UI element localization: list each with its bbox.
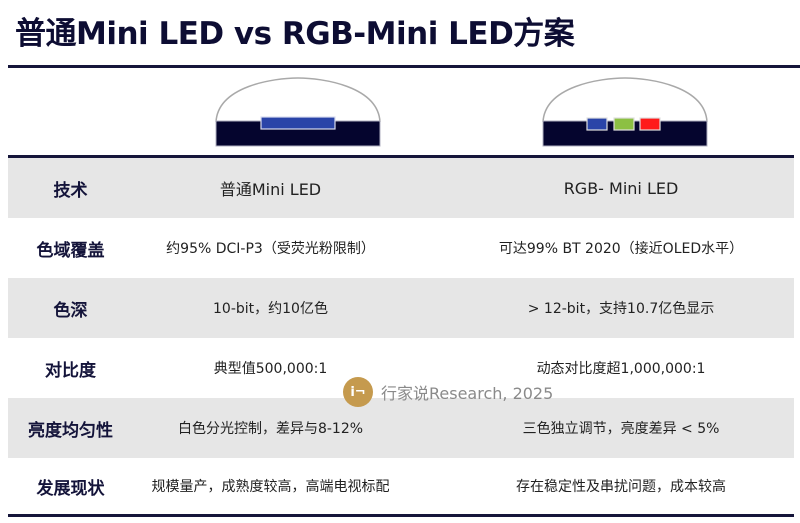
red-led-chip-icon	[639, 117, 661, 131]
standard-mini-led-diagram	[214, 76, 382, 148]
watermark-text: 行家说Research, 2025	[381, 384, 554, 403]
row-col-a: 典型值500,000:1	[213, 361, 328, 377]
blue-led-chip-icon	[586, 117, 608, 131]
watermark: i¬ 行家说Research, 2025	[343, 377, 553, 407]
header-label: 技术	[53, 180, 88, 201]
table-row: 发展现状 规模量产，成熟度较高，高端电视标配 存在稳定性及串扰问题，成本较高	[8, 458, 794, 514]
table-row: 对比度 典型值500,000:1 动态对比度超1,000,000:1	[8, 338, 794, 398]
row-label: 对比度	[45, 360, 96, 381]
row-col-b: 存在稳定性及串扰问题，成本较高	[516, 479, 726, 495]
blue-led-chip-icon	[260, 116, 336, 130]
table-bottom-border	[8, 514, 794, 517]
comparison-table: 技术 普通Mini LED RGB- Mini LED 色域覆盖 约95% DC…	[8, 158, 794, 514]
table-row: 色深 10-bit，约10亿色 > 12-bit，支持10.7亿色显示	[8, 278, 794, 338]
table-row: 色域覆盖 约95% DCI-P3（受荧光粉限制） 可达99% BT 2020（接…	[8, 218, 794, 278]
row-col-b: 可达99% BT 2020（接近OLED水平）	[498, 241, 744, 257]
page-title: 普通Mini LED vs RGB-Mini LED方案	[15, 16, 575, 52]
green-led-chip-icon	[613, 117, 635, 131]
row-col-a: 白色分光控制，差异与8-12%	[177, 421, 364, 437]
row-col-b: 三色独立调节，亮度差异 < 5%	[522, 421, 720, 437]
title-divider	[8, 65, 800, 68]
table-header-row: 技术 普通Mini LED RGB- Mini LED	[8, 158, 794, 218]
row-col-a: 10-bit，约10亿色	[213, 301, 328, 317]
row-label: 亮度均匀性	[28, 420, 113, 441]
header-col-b: RGB- Mini LED	[563, 178, 679, 198]
table-row: 亮度均匀性 白色分光控制，差异与8-12% 三色独立调节，亮度差异 < 5%	[8, 398, 794, 458]
row-col-a: 约95% DCI-P3（受荧光粉限制）	[166, 241, 375, 257]
row-col-b: 动态对比度超1,000,000:1	[536, 361, 706, 377]
row-label: 色深	[53, 300, 88, 321]
row-col-a: 规模量产，成熟度较高，高端电视标配	[151, 479, 390, 495]
row-col-b: > 12-bit，支持10.7亿色显示	[527, 301, 715, 317]
row-label: 色域覆盖	[36, 240, 105, 261]
table-top-border	[8, 155, 794, 158]
speech-bubble-logo-icon: i¬	[343, 377, 373, 407]
rgb-mini-led-diagram	[541, 76, 709, 148]
row-label: 发展现状	[36, 478, 105, 499]
header-col-a: 普通Mini LED	[219, 180, 322, 199]
